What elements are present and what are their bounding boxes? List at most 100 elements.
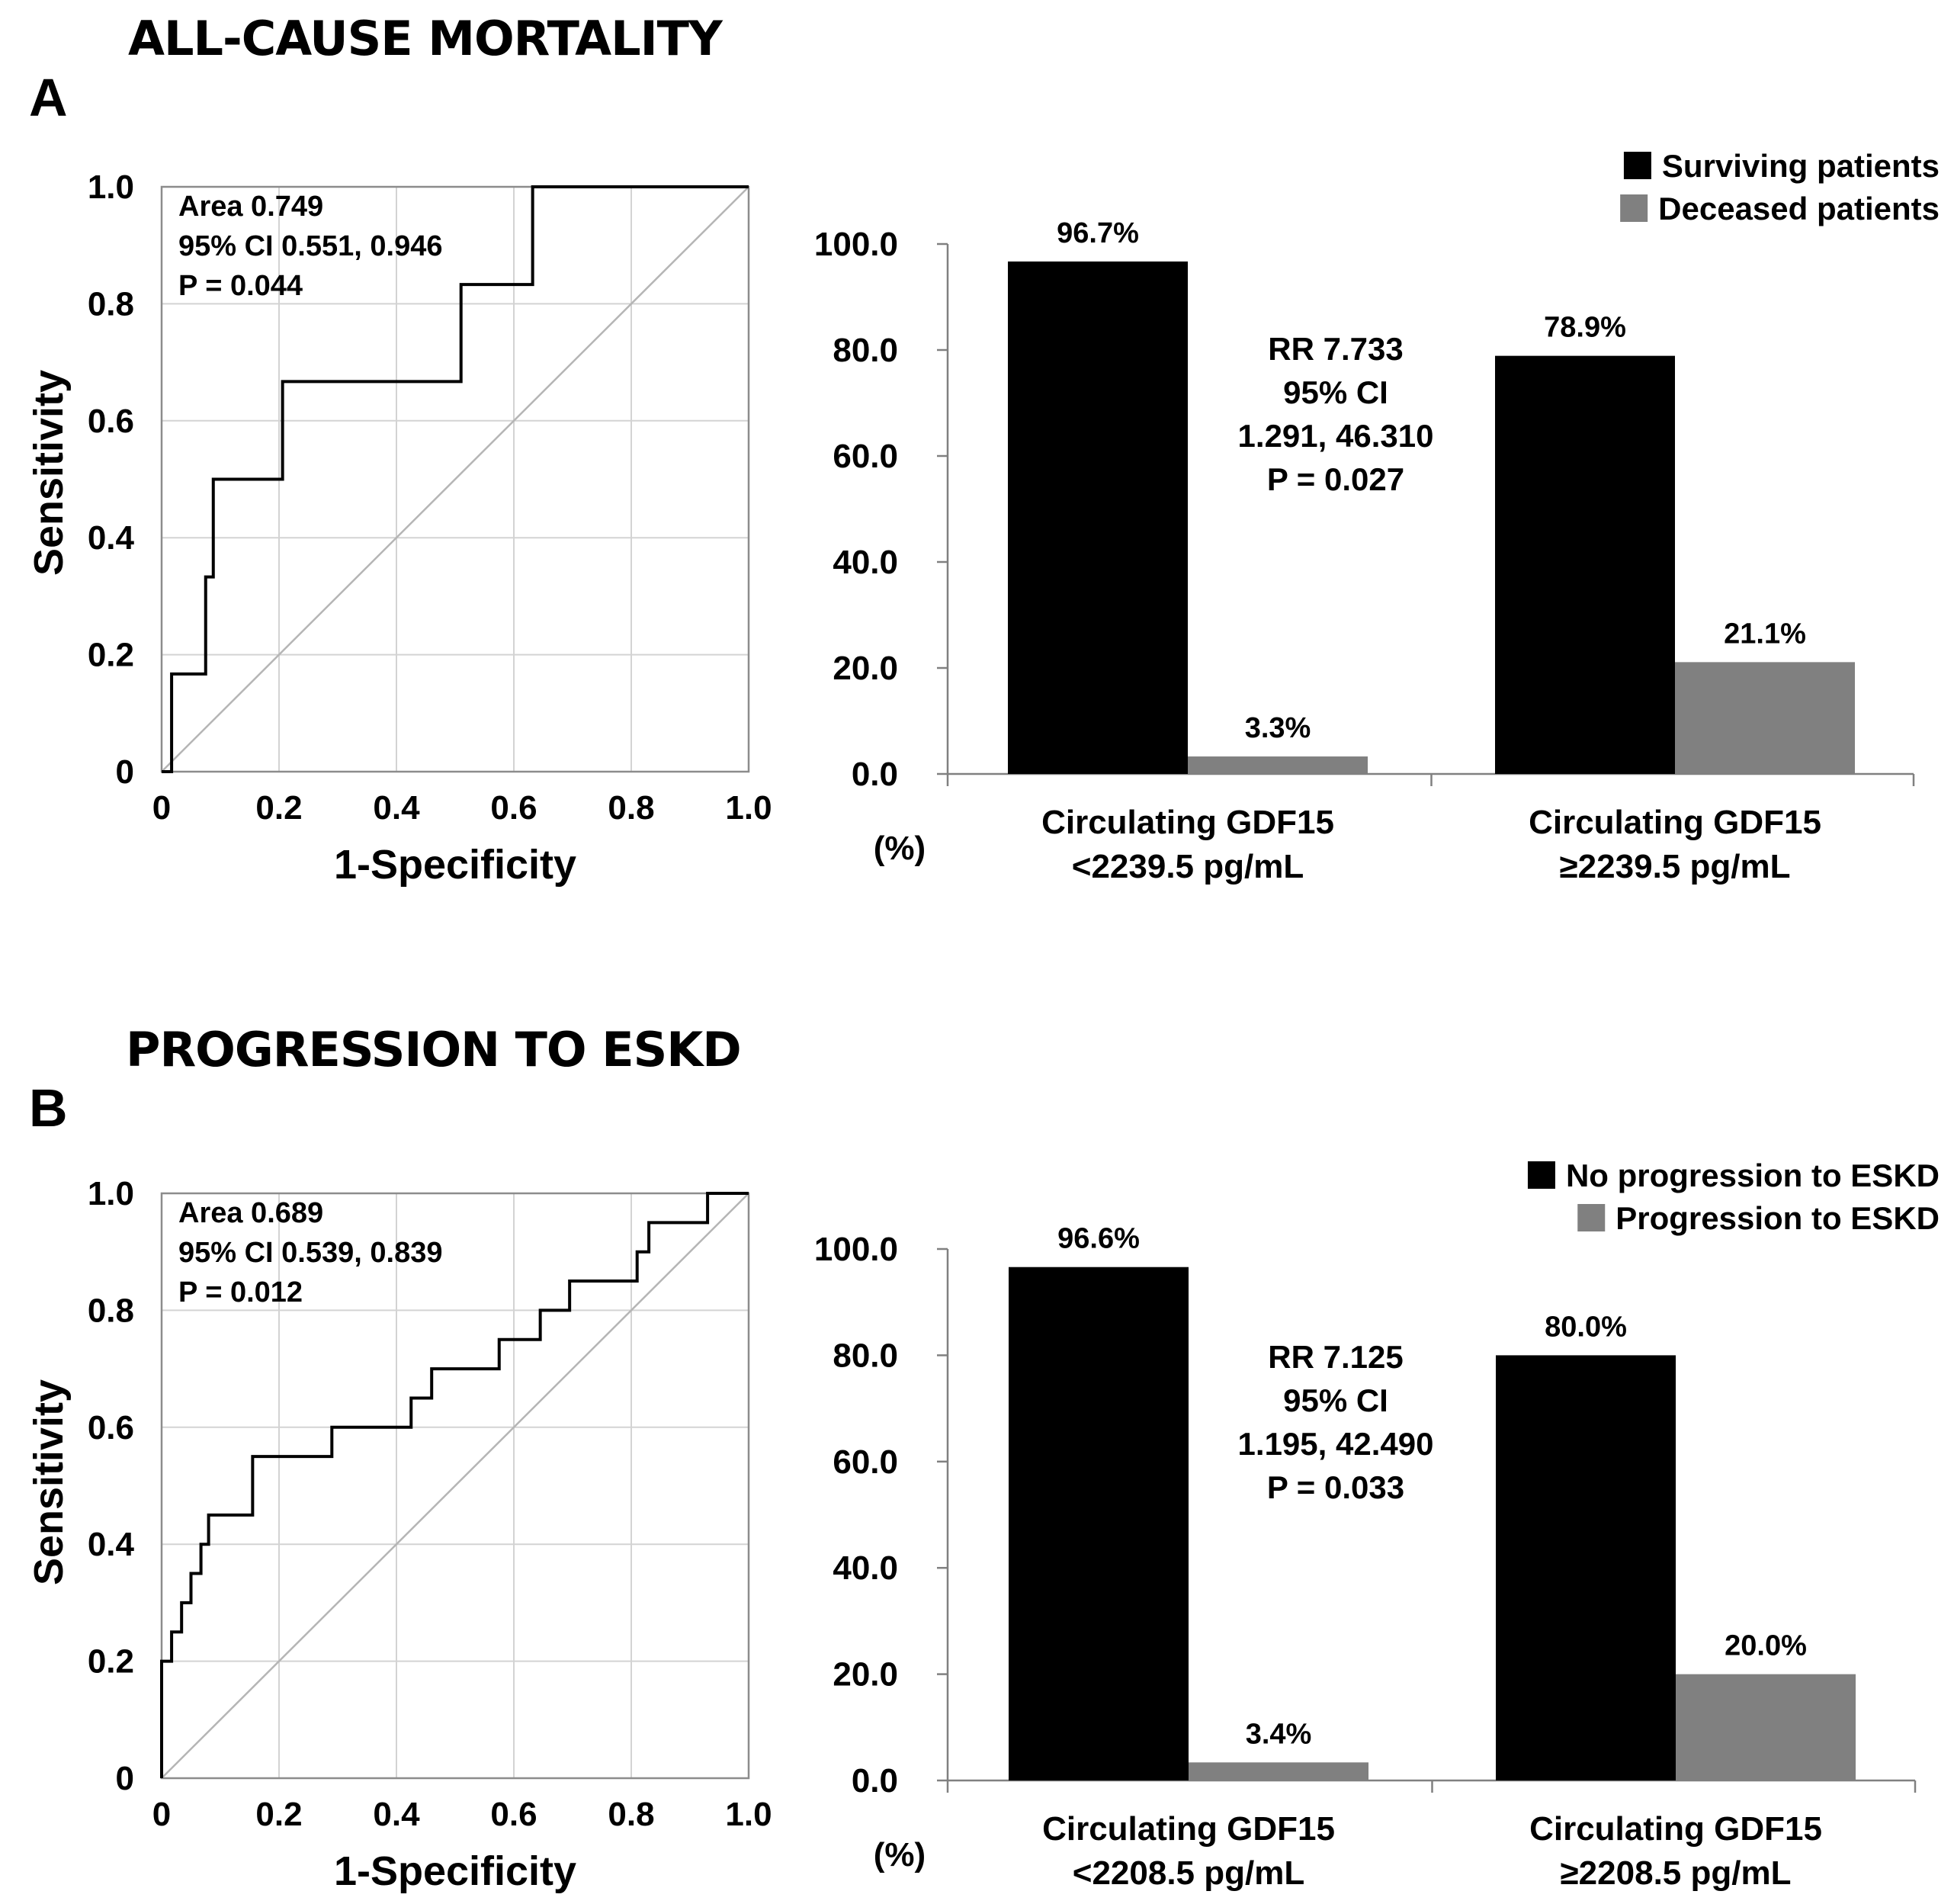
x-axis-title: 1-Specificity bbox=[334, 1848, 576, 1894]
roc-annotation: Area 0.689 bbox=[178, 1197, 323, 1229]
rr-annotation: P = 0.033 bbox=[1267, 1469, 1404, 1505]
x-tick-label: 0 bbox=[152, 789, 171, 827]
unit-label: (%) bbox=[874, 1836, 926, 1873]
legend-label: Progression to ESKD bbox=[1615, 1200, 1940, 1236]
bar-series2 bbox=[1675, 662, 1855, 774]
x-tick-label: 0.8 bbox=[608, 1796, 654, 1833]
y-tick-label: 0.4 bbox=[88, 519, 135, 557]
x-tick-label: 1.0 bbox=[725, 789, 772, 827]
bar-series2 bbox=[1188, 756, 1368, 774]
y-tick-label: 100.0 bbox=[814, 1231, 898, 1268]
rr-annotation: P = 0.027 bbox=[1267, 461, 1404, 497]
category-label-line1: Circulating GDF15 bbox=[1529, 1810, 1822, 1848]
y-tick-label: 20.0 bbox=[833, 650, 898, 687]
bar-series2 bbox=[1676, 1674, 1856, 1780]
y-tick-label: 80.0 bbox=[833, 1337, 898, 1374]
y-tick-label: 0.0 bbox=[852, 1762, 898, 1800]
y-tick-label: 0.8 bbox=[88, 285, 134, 323]
x-tick-label: 0.2 bbox=[255, 789, 302, 827]
legend-swatch bbox=[1527, 1161, 1555, 1189]
roc-chart-a: 00 0.2 0.2 0.4 0.4 0.6 0.6 0.8 0.8 1.0 1.0 Area 0.7… bbox=[26, 169, 772, 888]
roc-curve bbox=[162, 185, 749, 773]
bar-series1 bbox=[1008, 261, 1188, 774]
x-tick-label: 0.2 bbox=[255, 1796, 302, 1833]
roc-chart-b: 00 0.2 0.2 0.4 0.4 0.6 0.6 0.8 0.8 1.0 1.0 Area 0.6… bbox=[26, 1175, 772, 1894]
bar-value-label: 78.9% bbox=[1544, 312, 1626, 344]
roc-annotation: P = 0.012 bbox=[178, 1276, 303, 1308]
section-title-a: ALL-CAUSE MORTALITY bbox=[128, 11, 724, 66]
x-tick-label: 0.8 bbox=[608, 789, 654, 827]
y-tick-label: 1.0 bbox=[88, 1175, 134, 1212]
y-axis-title: Sensitivity bbox=[26, 370, 72, 576]
y-tick-label: 20.0 bbox=[833, 1656, 898, 1694]
roc-annotation: P = 0.044 bbox=[178, 270, 303, 302]
bar-series1 bbox=[1496, 1355, 1676, 1780]
x-tick-label: 0.6 bbox=[490, 1796, 537, 1833]
y-tick-label: 0.0 bbox=[852, 756, 898, 793]
bar-value-label: 96.7% bbox=[1057, 217, 1139, 249]
y-tick-label: 0 bbox=[116, 753, 134, 791]
bar-value-label: 80.0% bbox=[1545, 1311, 1627, 1343]
y-tick-label: 0.8 bbox=[88, 1292, 134, 1329]
category-label-line2: ≥2239.5 pg/mL bbox=[1560, 848, 1791, 885]
bar-value-label: 20.0% bbox=[1725, 1630, 1807, 1662]
plot-frame bbox=[160, 1192, 750, 1780]
unit-label: (%) bbox=[874, 830, 926, 867]
y-tick-label: 40.0 bbox=[833, 1549, 898, 1587]
roc-annotation: Area 0.749 bbox=[178, 191, 323, 223]
x-tick-label: 0 bbox=[152, 1796, 171, 1833]
bar-value-label: 3.3% bbox=[1245, 712, 1311, 744]
category-label-line2: ≥2208.5 pg/mL bbox=[1561, 1854, 1792, 1892]
bar-series1 bbox=[1495, 355, 1675, 774]
y-tick-label: 0.4 bbox=[88, 1526, 135, 1563]
bar-series1 bbox=[1009, 1267, 1189, 1780]
reference-diagonal bbox=[161, 186, 749, 772]
rr-annotation: RR 7.733 bbox=[1268, 331, 1403, 367]
y-tick-label: 1.0 bbox=[88, 169, 134, 206]
bar-chart-b: 0.0 20.0 40.0 60.0 80.0 100.0 96.6% 80.0% 3.4% 20… bbox=[814, 1157, 1940, 1892]
rr-annotation: 1.195, 42.490 bbox=[1238, 1426, 1434, 1462]
category-label-line1: Circulating GDF15 bbox=[1041, 804, 1334, 841]
bar-value-label: 21.1% bbox=[1724, 618, 1806, 650]
bar-value-label: 96.6% bbox=[1057, 1223, 1140, 1255]
roc-curve bbox=[160, 1192, 749, 1778]
legend-label: Deceased patients bbox=[1658, 191, 1940, 226]
x-tick-label: 0.4 bbox=[373, 1796, 420, 1833]
bar-series2 bbox=[1189, 1762, 1368, 1780]
y-tick-label: 80.0 bbox=[833, 332, 898, 369]
category-label-line2: <2208.5 pg/mL bbox=[1073, 1854, 1304, 1892]
y-tick-label: 100.0 bbox=[814, 226, 898, 263]
y-tick-label: 0.2 bbox=[88, 637, 134, 674]
roc-annotation: 95% CI 0.551, 0.946 bbox=[178, 230, 442, 262]
x-tick-label: 0.4 bbox=[373, 789, 420, 827]
panel-letter-b: B bbox=[29, 1078, 68, 1138]
y-tick-label: 40.0 bbox=[833, 544, 898, 581]
x-tick-label: 0.6 bbox=[490, 789, 537, 827]
legend-label: No progression to ESKD bbox=[1566, 1157, 1940, 1193]
roc-annotation: 95% CI 0.539, 0.839 bbox=[178, 1237, 442, 1269]
legend-swatch bbox=[1620, 194, 1648, 222]
y-tick-label: 60.0 bbox=[833, 1443, 898, 1481]
rr-annotation: 1.291, 46.310 bbox=[1238, 418, 1434, 454]
legend-label: Surviving patients bbox=[1662, 148, 1940, 184]
category-label-line1: Circulating GDF15 bbox=[1529, 804, 1821, 841]
x-tick-label: 1.0 bbox=[725, 1796, 772, 1833]
x-axis-title: 1-Specificity bbox=[334, 842, 576, 888]
y-axis-title: Sensitivity bbox=[26, 1379, 72, 1585]
y-tick-label: 0 bbox=[116, 1760, 134, 1797]
y-tick-label: 60.0 bbox=[833, 438, 898, 475]
y-tick-label: 0.2 bbox=[88, 1643, 134, 1681]
y-tick-label: 0.6 bbox=[88, 1409, 134, 1446]
rr-annotation: 95% CI bbox=[1283, 374, 1388, 410]
bar-chart-a: 0.0 20.0 40.0 60.0 80.0 100.0 96.7% 78.9% 3.3% 21… bbox=[814, 148, 1940, 885]
legend-swatch bbox=[1577, 1204, 1606, 1231]
bar-value-label: 3.4% bbox=[1246, 1718, 1312, 1750]
rr-annotation: RR 7.125 bbox=[1268, 1339, 1403, 1375]
panel-letter-a: A bbox=[29, 68, 68, 127]
category-label-line2: <2239.5 pg/mL bbox=[1072, 848, 1304, 885]
y-tick-label: 0.6 bbox=[88, 403, 134, 440]
section-title-b: PROGRESSION TO ESKD bbox=[126, 1022, 741, 1077]
category-label-line1: Circulating GDF15 bbox=[1042, 1810, 1335, 1848]
rr-annotation: 95% CI bbox=[1283, 1382, 1388, 1418]
